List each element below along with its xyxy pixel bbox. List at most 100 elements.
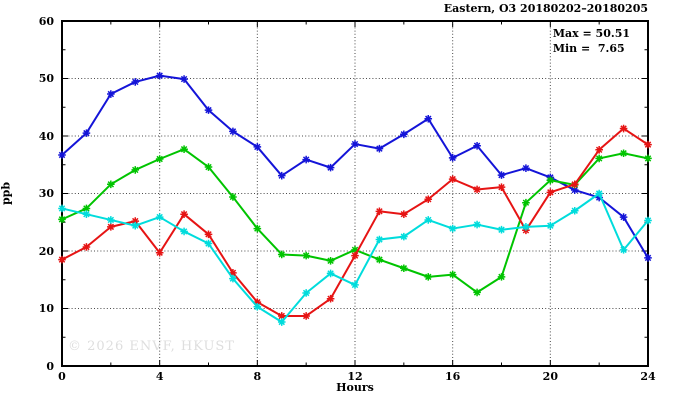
marker-day-4-cyan — [644, 216, 652, 225]
marker-day-2-green — [546, 176, 555, 185]
marker-day-4-cyan — [546, 221, 555, 230]
marker-day-2-green — [351, 246, 359, 254]
marker-day-2-green — [522, 198, 530, 207]
marker-day-2-green — [277, 250, 286, 259]
marker-day-4-cyan — [277, 318, 286, 326]
series-line-day-1-blue — [61, 74, 649, 259]
x-tick-label-16: 16 — [445, 370, 461, 383]
x-tick-label-4: 4 — [155, 370, 164, 383]
x-tick-label-0: 0 — [58, 370, 66, 383]
marker-day-2-green — [107, 180, 115, 189]
marker-day-4-cyan — [204, 239, 213, 248]
marker-day-4-cyan — [424, 216, 433, 224]
marker-day-3-red — [448, 175, 457, 183]
marker-day-3-red — [180, 210, 188, 218]
y-tick-label-10: 10 — [38, 302, 54, 315]
marker-day-2-green — [400, 264, 408, 273]
marker-day-4-cyan — [82, 210, 91, 218]
marker-day-3-red — [253, 298, 262, 306]
marker-day-1-blue — [107, 90, 115, 98]
marker-day-1-blue — [277, 171, 286, 180]
marker-day-2-green — [448, 270, 457, 279]
marker-day-1-blue — [522, 164, 530, 172]
marker-day-3-red — [229, 269, 237, 277]
marker-day-2-green — [644, 154, 652, 163]
marker-day-2-green — [253, 224, 262, 233]
marker-day-1-blue — [155, 71, 164, 80]
marker-day-2-green — [82, 204, 91, 213]
marker-day-3-red — [82, 243, 91, 251]
marker-day-3-red — [351, 251, 359, 260]
x-axis-label: Hours — [336, 381, 374, 394]
marker-day-2-green — [204, 163, 213, 171]
x-tick-label-20: 20 — [542, 370, 558, 383]
y-tick-label-60: 60 — [38, 14, 54, 28]
x-tick-label-24: 24 — [640, 370, 656, 383]
marker-day-2-green — [424, 273, 433, 281]
marker-day-1-blue — [326, 163, 335, 172]
marker-day-2-green — [375, 255, 384, 264]
marker-day-2-green — [326, 256, 335, 265]
marker-day-3-red — [107, 223, 115, 231]
marker-day-4-cyan — [375, 235, 384, 244]
marker-day-3-red — [326, 294, 335, 303]
marker-day-2-green — [155, 155, 164, 163]
marker-day-3-red — [546, 188, 555, 197]
marker-day-2-green — [497, 273, 506, 281]
marker-day-2-green — [302, 251, 310, 260]
marker-day-1-blue — [497, 171, 506, 179]
marker-day-4-cyan — [253, 302, 262, 311]
marker-day-3-red — [302, 312, 310, 320]
y-tick-label-50: 50 — [38, 72, 54, 85]
y-axis-label: ppb — [0, 181, 13, 206]
marker-day-1-blue — [570, 186, 579, 194]
marker-day-2-green — [619, 149, 628, 158]
marker-day-4-cyan — [570, 206, 579, 215]
y-tick-label-40: 40 — [38, 129, 54, 143]
max-value-label: Max = 50.51 — [552, 27, 630, 40]
marker-day-4-cyan — [619, 246, 628, 254]
marker-day-1-blue — [375, 144, 384, 153]
marker-day-4-cyan — [107, 216, 115, 224]
marker-day-3-red — [570, 180, 579, 189]
marker-day-4-cyan — [351, 281, 359, 289]
marker-day-3-red — [204, 230, 213, 239]
chart-title: Eastern, O3 20180202–20180205 — [443, 2, 648, 15]
marker-day-1-blue — [58, 151, 66, 159]
marker-day-2-green — [58, 215, 66, 224]
marker-day-1-blue — [644, 254, 652, 262]
marker-day-1-blue — [400, 130, 408, 139]
marker-day-3-red — [497, 183, 506, 191]
marker-day-4-cyan — [180, 227, 188, 236]
marker-day-3-red — [131, 217, 140, 225]
marker-day-4-cyan — [497, 225, 506, 234]
marker-day-3-red — [595, 146, 603, 154]
x-tick-label-8: 8 — [253, 370, 262, 383]
marker-day-1-blue — [82, 129, 91, 137]
marker-day-3-red — [400, 210, 408, 218]
marker-day-1-blue — [424, 114, 433, 123]
marker-day-4-cyan — [155, 213, 164, 221]
marker-day-4-cyan — [595, 189, 603, 198]
min-value-label: Min = 7.65 — [552, 42, 625, 55]
marker-day-4-cyan — [58, 204, 66, 213]
marker-day-2-green — [131, 166, 140, 174]
marker-day-2-green — [473, 288, 481, 297]
marker-day-3-red — [644, 140, 652, 149]
marker-day-4-cyan — [400, 232, 408, 241]
marker-day-1-blue — [180, 75, 188, 83]
y-tick-label-30: 30 — [38, 187, 54, 200]
marker-day-1-blue — [619, 213, 628, 221]
marker-day-3-red — [58, 255, 66, 264]
marker-day-4-cyan — [473, 220, 481, 229]
marker-day-3-red — [619, 124, 628, 133]
marker-day-1-blue — [473, 141, 481, 150]
x-tick-label-12: 12 — [347, 370, 363, 383]
marker-day-1-blue — [351, 140, 359, 148]
marker-day-4-cyan — [131, 221, 140, 230]
marker-day-1-blue — [302, 155, 310, 164]
marker-day-1-blue — [229, 127, 237, 136]
marker-day-4-cyan — [522, 223, 530, 231]
